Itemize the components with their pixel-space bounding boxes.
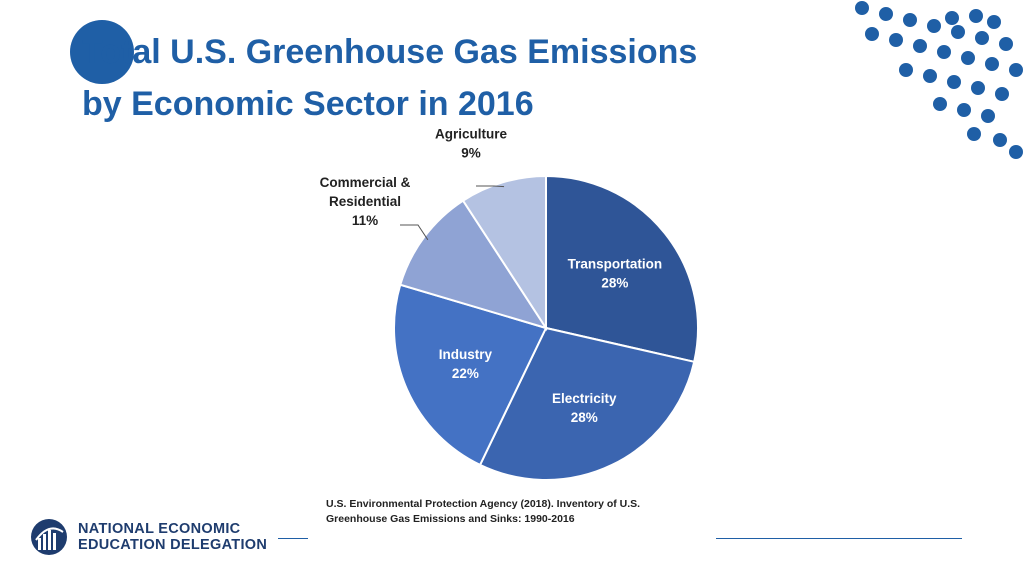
decorative-dot <box>855 1 869 15</box>
decorative-dot <box>975 31 989 45</box>
footer-rule-left <box>278 538 308 539</box>
decorative-dot <box>903 13 917 27</box>
logo-line-1: NATIONAL ECONOMIC <box>78 521 241 537</box>
decorative-dot <box>933 97 947 111</box>
logo-line-2: EDUCATION DELEGATION <box>78 537 268 553</box>
decorative-dot <box>967 127 981 141</box>
pie-slice <box>393 283 548 467</box>
decorative-dot <box>923 69 937 83</box>
footer-rule-right <box>716 538 962 539</box>
decorative-dot <box>951 25 965 39</box>
slice-value-label: 11% <box>352 213 378 228</box>
slice-category-label: Agriculture <box>435 127 508 142</box>
pie-slice <box>478 326 696 481</box>
slice-value-label: 28% <box>601 276 628 291</box>
decorative-dot <box>999 37 1013 51</box>
slide-title: Total U.S. Greenhouse Gas Emissions by E… <box>82 26 697 130</box>
leader-line <box>476 185 505 188</box>
pie-slice <box>461 174 547 332</box>
decorative-dot <box>1009 145 1023 159</box>
decorative-dot <box>981 109 995 123</box>
source-line-1: U.S. Environmental Protection Agency (20… <box>326 498 641 510</box>
leader-line <box>400 224 429 241</box>
slice-category-label: Electricity <box>552 391 617 406</box>
pie-slice <box>399 199 549 330</box>
slice-category-label: Residential <box>329 194 401 209</box>
decorative-dot <box>879 7 893 21</box>
pie-chart: Transportation 28% Electricity 28% Industry 2… <box>320 127 699 481</box>
title-accent-circle <box>70 20 134 84</box>
decorative-dot <box>947 75 961 89</box>
decorative-dot <box>969 9 983 23</box>
decorative-dot <box>987 15 1001 29</box>
decorative-dot <box>961 51 975 65</box>
decorative-dot <box>1009 63 1023 77</box>
decorative-dot <box>995 87 1009 101</box>
decorative-dot <box>865 27 879 41</box>
slice-category-label: Transportation <box>568 257 663 272</box>
decorative-dot <box>957 103 971 117</box>
title-line-2: by Economic Sector in 2016 <box>82 85 534 123</box>
decorative-dots <box>855 1 1023 159</box>
slice-value-label: 9% <box>461 146 481 161</box>
decorative-dot <box>899 63 913 77</box>
nee-logo: NATIONAL ECONOMIC EDUCATION DELEGATION <box>30 518 267 556</box>
decorative-dot <box>993 133 1007 147</box>
pie-slice <box>545 174 699 364</box>
slice-value-label: 28% <box>571 410 598 425</box>
slice-category-label: Industry <box>439 347 493 362</box>
decorative-dot <box>889 33 903 47</box>
decorative-dot <box>985 57 999 71</box>
source-line-2: Greenhouse Gas Emissions and Sinks: 1990… <box>326 513 575 525</box>
decorative-dot <box>937 45 951 59</box>
decorative-dot <box>971 81 985 95</box>
logo-globe-icon <box>31 519 67 555</box>
decorative-dot <box>945 11 959 25</box>
source-citation: U.S. Environmental Protection Agency (20… <box>326 497 686 527</box>
slice-value-label: 22% <box>452 366 479 381</box>
slice-category-label: Commercial & <box>320 175 411 190</box>
decorative-dot <box>913 39 927 53</box>
title-line-1: Total U.S. Greenhouse Gas Emissions <box>82 33 698 71</box>
decorative-dot <box>927 19 941 33</box>
